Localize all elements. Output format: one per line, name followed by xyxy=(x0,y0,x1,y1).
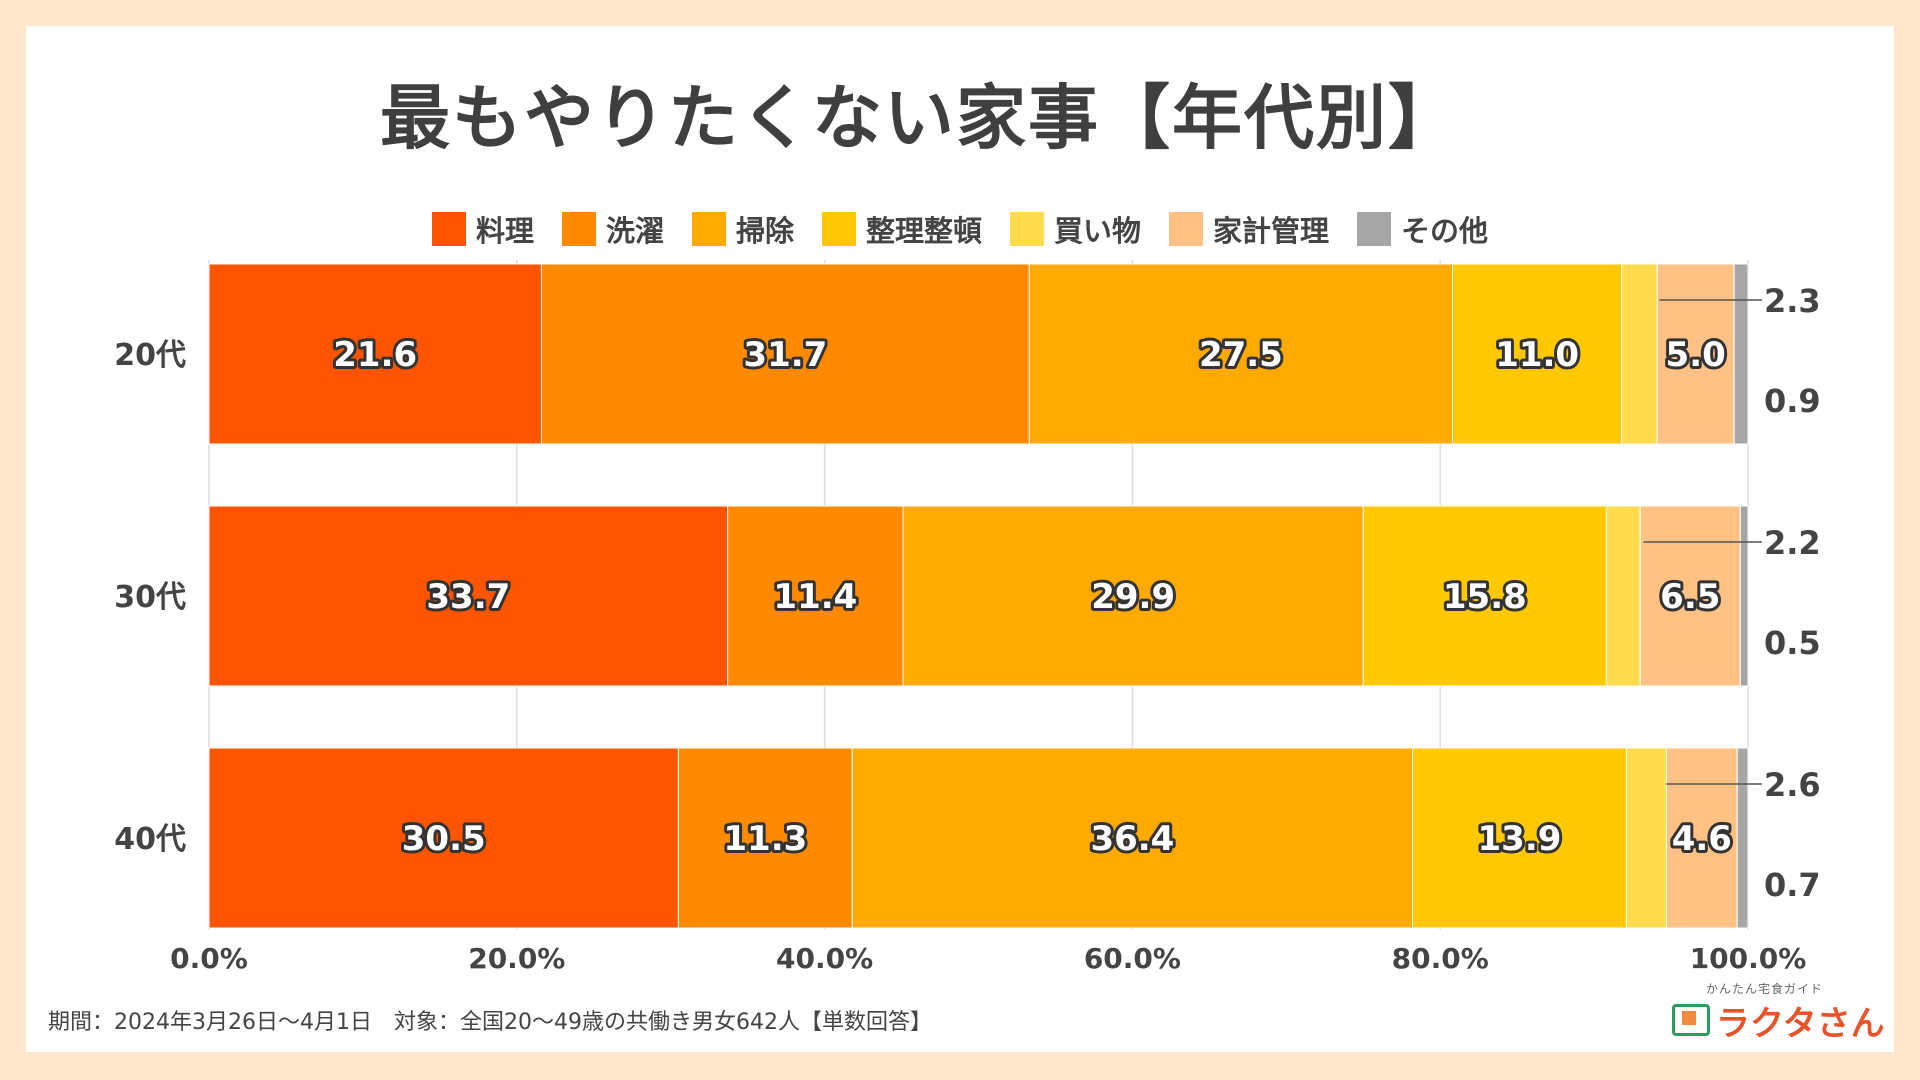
data-label-outside: 2.3 xyxy=(1764,282,1821,320)
bar-segment xyxy=(677,747,853,929)
legend-item: 買い物 xyxy=(1010,208,1141,250)
logo-name: ラクタさん xyxy=(1716,1004,1885,1044)
logo-box-icon xyxy=(1672,1004,1710,1036)
data-label: 5.0 xyxy=(1666,335,1726,375)
data-label: 13.9 xyxy=(1478,819,1562,859)
bar-segment xyxy=(1625,747,1667,929)
bar-segment xyxy=(1621,263,1658,445)
data-label: 33.7 xyxy=(426,577,510,617)
data-label: 11.4 xyxy=(773,577,857,617)
bar-segment xyxy=(1656,263,1735,445)
data-label: 4.6 xyxy=(1672,819,1732,859)
stacked-bar-chart: 0.0% 20.0% 40.0% 60.0% 80.0% 100.0% 20代 21.6 31.… xyxy=(114,260,1821,975)
legend-swatch xyxy=(561,212,596,246)
x-tick-label: 100.0% xyxy=(1690,942,1807,975)
bar-segment xyxy=(1605,505,1641,687)
legend-item: 洗濯 xyxy=(561,208,664,250)
legend-label: 整理整頓 xyxy=(865,214,982,248)
bar-segment xyxy=(1028,263,1454,445)
legend-item: 掃除 xyxy=(691,208,794,250)
data-label: 31.7 xyxy=(743,335,827,375)
data-label: 27.5 xyxy=(1199,335,1283,375)
legend-label: 洗濯 xyxy=(605,214,664,248)
x-tick-label: 60.0% xyxy=(1084,942,1181,975)
legend-label: 家計管理 xyxy=(1213,214,1330,248)
legend-item: 家計管理 xyxy=(1169,208,1329,250)
legend: 料理 洗濯 掃除 整理整頓 買い物 家計管理 その他 xyxy=(0,208,1920,250)
legend-swatch xyxy=(1169,212,1204,246)
data-label: 29.9 xyxy=(1091,577,1175,617)
legend-swatch xyxy=(691,212,726,246)
data-label: 36.4 xyxy=(1090,819,1174,859)
category-label: 30代 xyxy=(114,580,186,615)
legend-label: 料理 xyxy=(475,214,534,248)
legend-label: 掃除 xyxy=(735,214,794,248)
data-label-outside: 0.7 xyxy=(1764,866,1821,904)
legend-label: 買い物 xyxy=(1054,214,1142,248)
data-label: 30.5 xyxy=(402,819,486,859)
data-label: 11.3 xyxy=(723,819,807,859)
bar-segment xyxy=(1739,505,1749,687)
data-label-outside: 2.2 xyxy=(1764,524,1821,562)
bar-segment xyxy=(1665,747,1738,929)
bar-segment xyxy=(902,505,1364,687)
x-tick-label: 0.0% xyxy=(170,942,248,975)
bar-segment xyxy=(208,263,542,445)
data-label-outside: 0.9 xyxy=(1764,382,1821,420)
legend-item: 料理 xyxy=(431,208,534,250)
category-label: 40代 xyxy=(114,822,186,857)
bar-segment xyxy=(1736,747,1749,929)
bar-segment xyxy=(1362,505,1607,687)
data-label: 15.8 xyxy=(1443,577,1527,617)
bar-segment xyxy=(1452,263,1623,445)
data-label-outside: 0.5 xyxy=(1764,624,1821,662)
legend-swatch xyxy=(821,212,856,246)
logo-subtitle: かんたん宅食ガイド xyxy=(1706,982,1824,996)
brand-logo: かんたん宅食ガイド ラクタさん xyxy=(1672,976,1885,1044)
legend-swatch xyxy=(1010,212,1044,246)
legend-item: 整理整頓 xyxy=(821,208,982,250)
chart-title: 最もやりたくない家事【年代別】 xyxy=(380,77,1460,159)
data-label: 6.5 xyxy=(1660,577,1720,617)
legend-swatch xyxy=(1357,212,1392,246)
x-tick-label: 80.0% xyxy=(1392,942,1489,975)
bar-segment xyxy=(208,505,729,687)
bar-segment xyxy=(208,747,679,929)
legend-item: その他 xyxy=(1357,208,1488,250)
bar-segment xyxy=(727,505,904,687)
data-label-outside: 2.6 xyxy=(1764,766,1821,804)
bar-segment xyxy=(1639,505,1741,687)
category-label: 20代 xyxy=(114,338,186,373)
x-tick-label: 20.0% xyxy=(468,942,565,975)
data-label: 11.0 xyxy=(1495,335,1579,375)
bar-segment xyxy=(1733,263,1749,445)
bar-segment xyxy=(1411,747,1627,929)
survey-footnote: 期間：2024年3月26日～4月1日 対象：全国20～49歳の共働き男女642人… xyxy=(48,1010,932,1035)
data-label: 21.6 xyxy=(333,335,417,375)
legend-swatch xyxy=(431,212,466,246)
x-tick-label: 40.0% xyxy=(776,942,873,975)
bar-segment xyxy=(851,747,1413,929)
bar-segment xyxy=(540,263,1030,445)
legend-label: その他 xyxy=(1401,214,1489,248)
